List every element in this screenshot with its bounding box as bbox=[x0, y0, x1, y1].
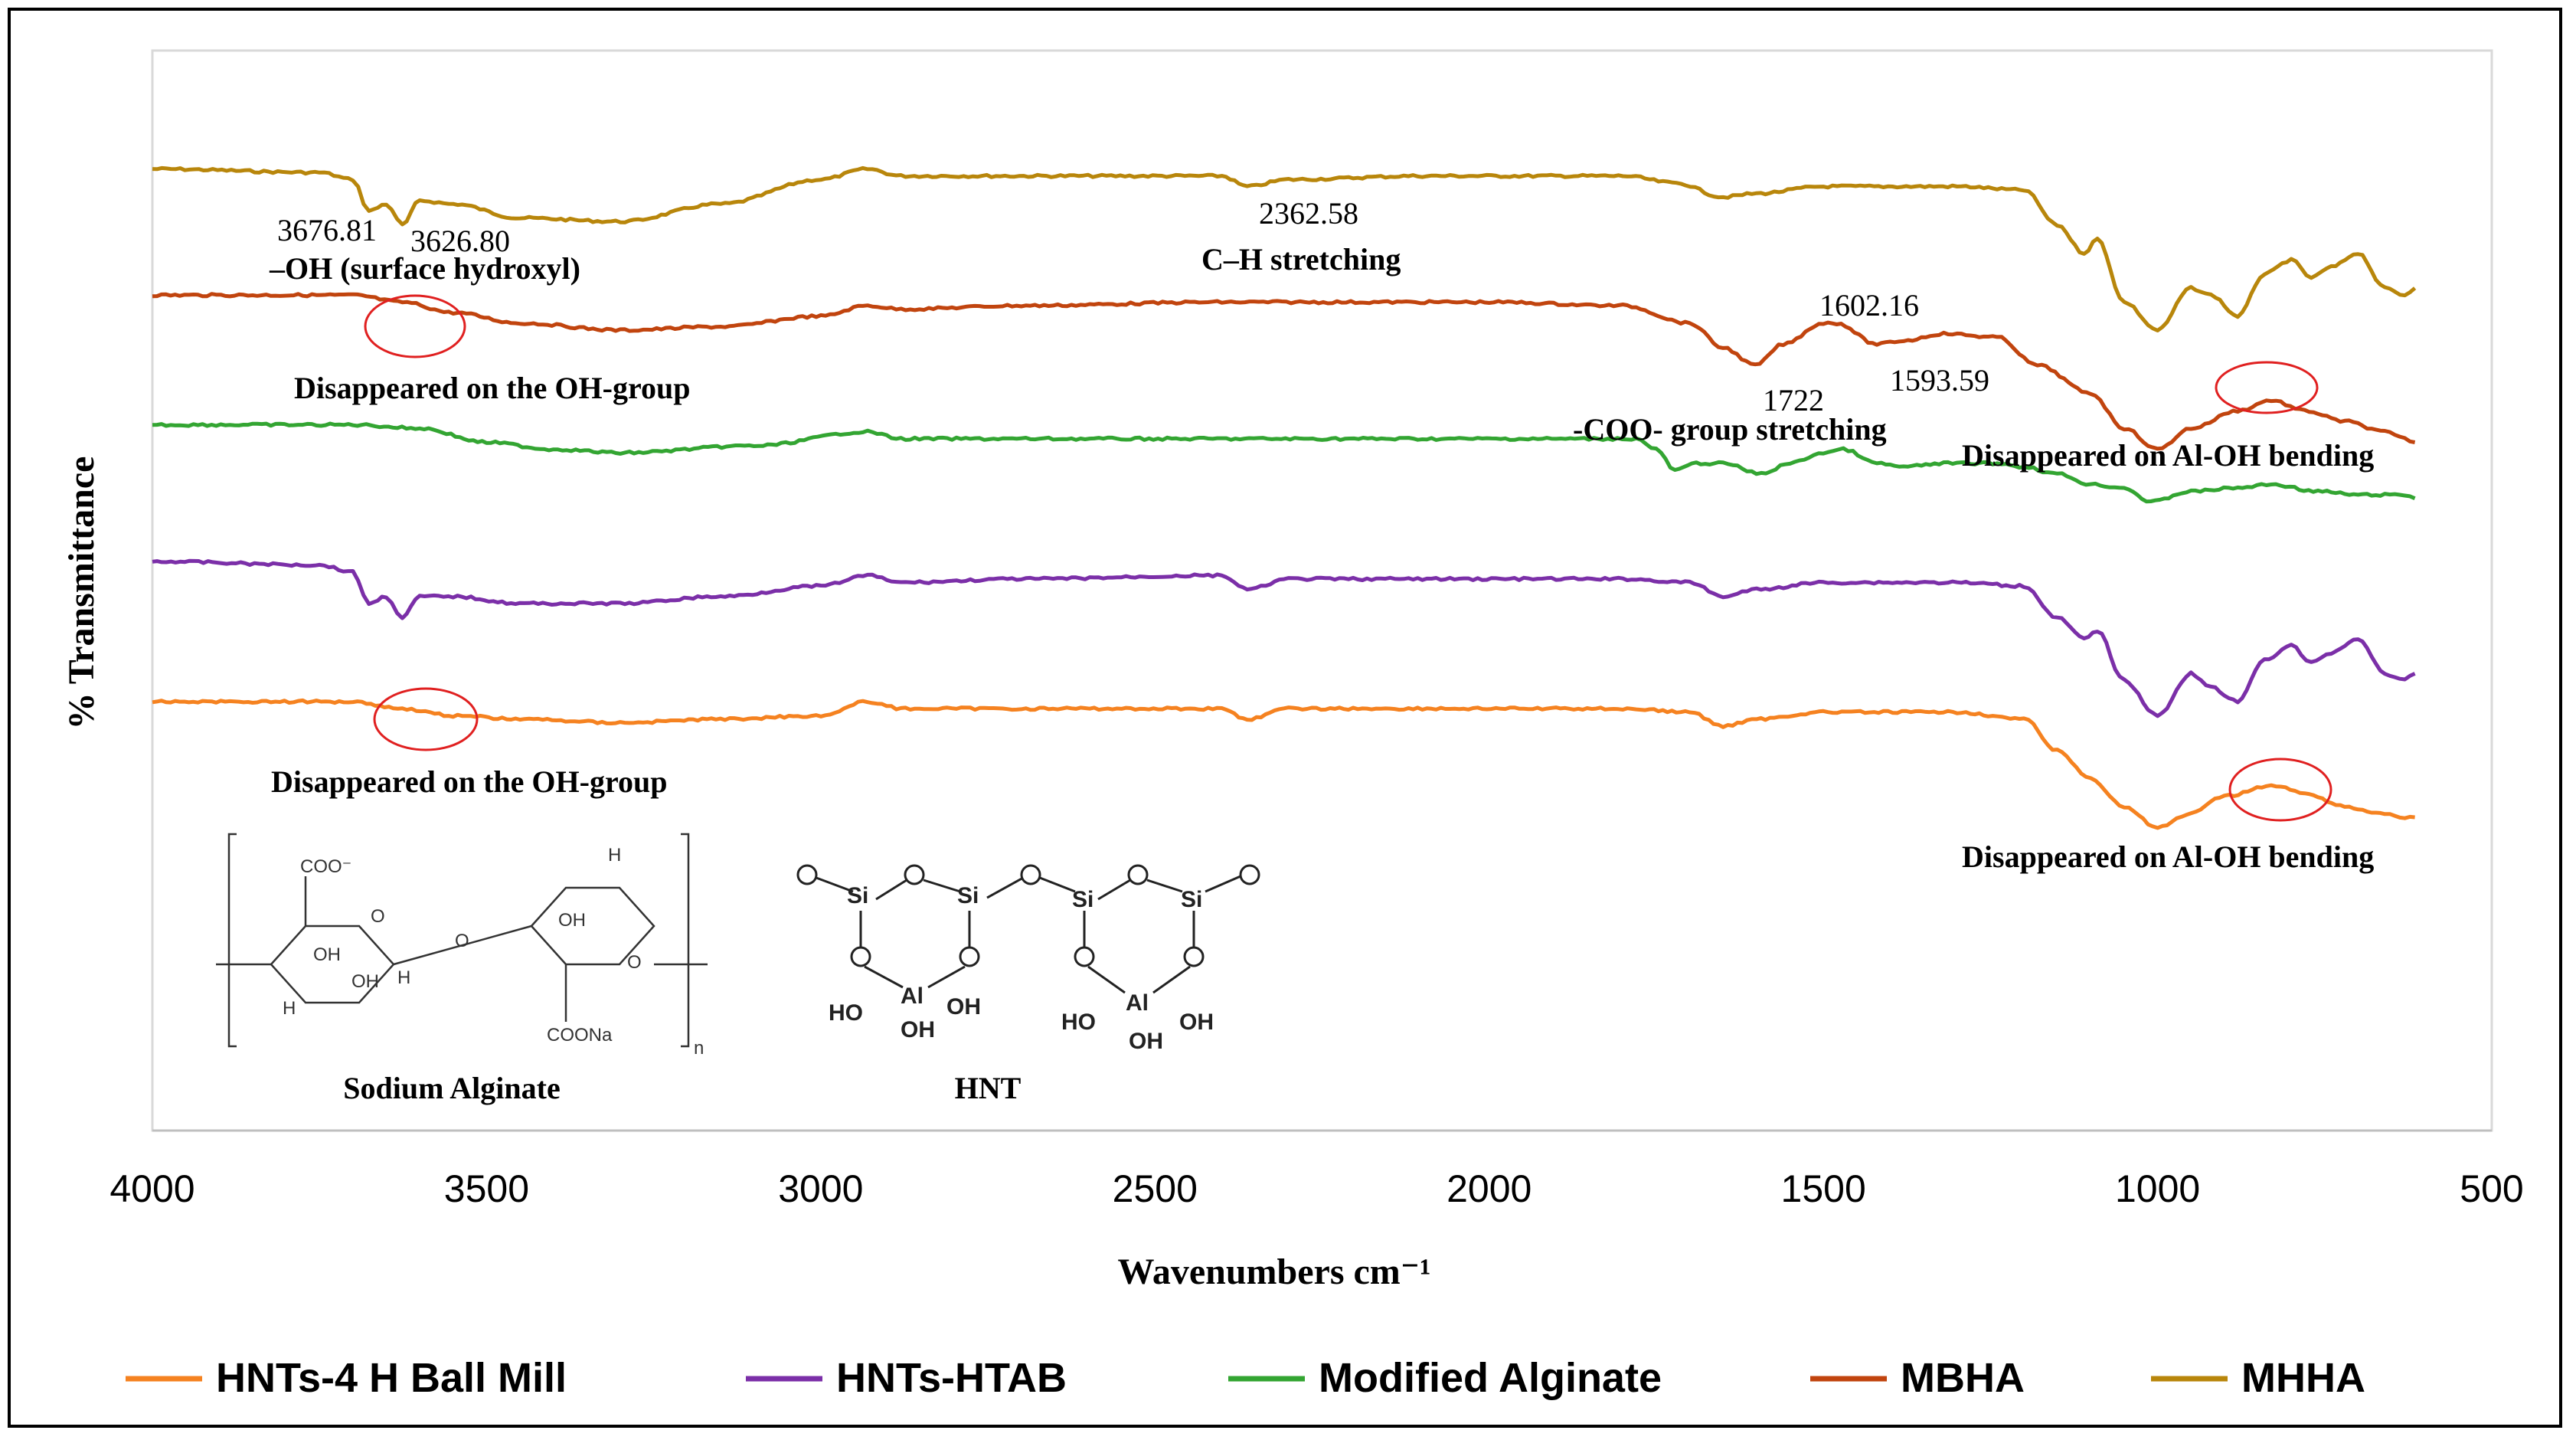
annotation-disappeared-oh-hnt: Disappeared on the OH-group bbox=[271, 764, 667, 799]
annotation-2362: 2362.58 bbox=[1259, 196, 1358, 231]
hnt-o-3 bbox=[1020, 864, 1041, 885]
alginate-atom-labels: COO⁻ COONa OH OH OH O O O H H H n bbox=[283, 845, 704, 1059]
hnt-bond bbox=[986, 876, 1024, 899]
alginate-o-ring-2: O bbox=[627, 952, 642, 973]
y-axis-title: % Transmittance bbox=[61, 457, 102, 730]
hnt-bond bbox=[1097, 879, 1131, 901]
annotation-1602: 1602.16 bbox=[1819, 288, 1919, 322]
hnt-label: HNT bbox=[955, 1071, 1022, 1105]
hnt-oh-4: OH bbox=[1129, 1029, 1163, 1054]
hnt-oh-1: OH bbox=[946, 994, 981, 1019]
hnt-al-1: Al bbox=[901, 983, 924, 1009]
hnt-ho-2: HO bbox=[1061, 1010, 1096, 1035]
alginate-bracket-left bbox=[227, 833, 237, 1048]
ftir-chart: 4000 3500 3000 2500 2000 1500 1000 500 Wavenumb… bbox=[61, 49, 2524, 1401]
annotation-1593: 1593.59 bbox=[1890, 363, 1989, 398]
hnt-o-6 bbox=[850, 946, 871, 967]
hnt-oh-3: OH bbox=[1179, 1010, 1214, 1035]
hnt-structure bbox=[796, 864, 1260, 994]
hnt-bond bbox=[1146, 879, 1183, 893]
hnt-ho-1: HO bbox=[829, 1000, 863, 1026]
annotation-disappeared-aloh-hnt: Disappeared on Al-OH bending bbox=[1962, 839, 2374, 874]
x-tick-label-2500: 2500 bbox=[1113, 1167, 1198, 1210]
annotation-coo-stretching: -COO- group stretching bbox=[1573, 412, 1887, 447]
series-line-hnts-htab bbox=[152, 558, 2416, 718]
highlight-circle-oh-hnt bbox=[373, 687, 479, 751]
hnt-si-3: Si bbox=[1072, 887, 1093, 912]
annotation-3626: 3626.80 bbox=[410, 224, 510, 258]
hnt-si-1: Si bbox=[847, 883, 868, 908]
legend-label-modified-alginate: Modified Alginate bbox=[1319, 1355, 1662, 1401]
series-line-mhha bbox=[152, 165, 2417, 332]
highlight-circle-oh-mbha bbox=[364, 294, 466, 358]
alginate-o-ring-1: O bbox=[371, 906, 385, 927]
annotation-3676: 3676.81 bbox=[277, 213, 377, 247]
hnt-al-2: Al bbox=[1126, 990, 1149, 1016]
hnt-oh-2: OH bbox=[901, 1017, 935, 1042]
hnt-o-1 bbox=[796, 864, 818, 885]
x-tick-label-500: 500 bbox=[2460, 1167, 2523, 1210]
x-tick-label-3000: 3000 bbox=[778, 1167, 863, 1210]
x-tick-label-1500: 1500 bbox=[1781, 1167, 1866, 1210]
x-tick-label-1000: 1000 bbox=[2115, 1167, 2200, 1210]
hnt-bond bbox=[1152, 965, 1191, 994]
alginate-n-subscript: n bbox=[694, 1038, 704, 1059]
hnt-atom-labels: Si Si Si Si Al Al HO OH OH HO OH OH bbox=[829, 883, 1214, 1054]
alginate-glycosidic-bond bbox=[393, 925, 532, 966]
annotation-oh-surface: –OH (surface hydroxyl) bbox=[269, 251, 580, 286]
alginate-coo-label: COO⁻ bbox=[300, 856, 351, 877]
hnt-o-2 bbox=[904, 864, 925, 885]
legend: HNTs-4 H Ball Mill HNTs-HTAB Modified Algi… bbox=[126, 1355, 2365, 1401]
hnt-o-9 bbox=[1183, 946, 1205, 967]
hnt-si-4: Si bbox=[1181, 887, 1202, 912]
series-layer bbox=[152, 165, 2417, 830]
annotation-disappeared-oh-mbha: Disappeared on the OH-group bbox=[294, 371, 690, 405]
hnt-o-8 bbox=[1074, 946, 1095, 967]
hnt-bond bbox=[816, 876, 854, 893]
sodium-alginate-label: Sodium Alginate bbox=[343, 1071, 560, 1105]
annotation-ch-stretching: C–H stretching bbox=[1201, 242, 1401, 277]
hnt-bond bbox=[923, 879, 961, 893]
hnt-si-2: Si bbox=[957, 883, 979, 908]
alginate-h-1: H bbox=[283, 998, 296, 1019]
alginate-coona-label: COONa bbox=[547, 1025, 613, 1046]
x-tick-label-2000: 2000 bbox=[1447, 1167, 1532, 1210]
hnt-o-4 bbox=[1127, 864, 1149, 885]
hnt-bond bbox=[875, 879, 907, 901]
alginate-h-3: H bbox=[608, 845, 621, 866]
figure-frame: 4000 3500 3000 2500 2000 1500 1000 500 Wavenumb… bbox=[8, 8, 2562, 1428]
annotation-1722: 1722 bbox=[1763, 383, 1824, 417]
alginate-oh-1: OH bbox=[313, 944, 341, 965]
hnt-o-5 bbox=[1239, 864, 1260, 885]
highlight-circle-aloh-mbha bbox=[2215, 361, 2319, 414]
alginate-oh-3: OH bbox=[558, 910, 586, 931]
hnt-bond bbox=[1205, 875, 1241, 893]
x-tick-label-4000: 4000 bbox=[110, 1167, 195, 1210]
annotations: 3676.81 3626.80 –OH (surface hydroxyl) 2… bbox=[269, 196, 2374, 874]
hnt-bond bbox=[1087, 965, 1126, 994]
hnt-bond bbox=[864, 965, 904, 989]
hnt-bond bbox=[1039, 876, 1076, 893]
highlight-circle-aloh-hnt bbox=[2228, 758, 2332, 822]
series-line-modified-alginate bbox=[152, 421, 2416, 504]
highlight-circles bbox=[364, 294, 2332, 822]
alginate-o-bridge: O bbox=[455, 931, 469, 951]
annotation-disappeared-aloh-mbha: Disappeared on Al-OH bending bbox=[1962, 438, 2374, 473]
x-tick-layer: 4000 3500 3000 2500 2000 1500 1000 500 bbox=[110, 1167, 2523, 1210]
hnt-bond bbox=[927, 965, 966, 989]
series-line-mbha bbox=[152, 292, 2416, 451]
legend-label-mbha: MBHA bbox=[1901, 1355, 2025, 1401]
alginate-bracket-right bbox=[681, 833, 690, 1048]
x-axis-title: Wavenumbers cm⁻¹ bbox=[1117, 1252, 1430, 1292]
alginate-h-2: H bbox=[397, 967, 410, 988]
legend-label-mhha: MHHA bbox=[2241, 1355, 2365, 1401]
legend-label-hnts-htab: HNTs-HTAB bbox=[836, 1355, 1067, 1401]
legend-label-hnts-4-h-ball-mill: HNTs-4 H Ball Mill bbox=[216, 1355, 567, 1401]
x-tick-label-3500: 3500 bbox=[444, 1167, 529, 1210]
hnt-o-7 bbox=[959, 946, 980, 967]
alginate-oh-2: OH bbox=[351, 971, 379, 992]
sodium-alginate-structure bbox=[216, 833, 708, 1048]
series-line-hnts-4-h-ball-mill bbox=[152, 698, 2415, 830]
